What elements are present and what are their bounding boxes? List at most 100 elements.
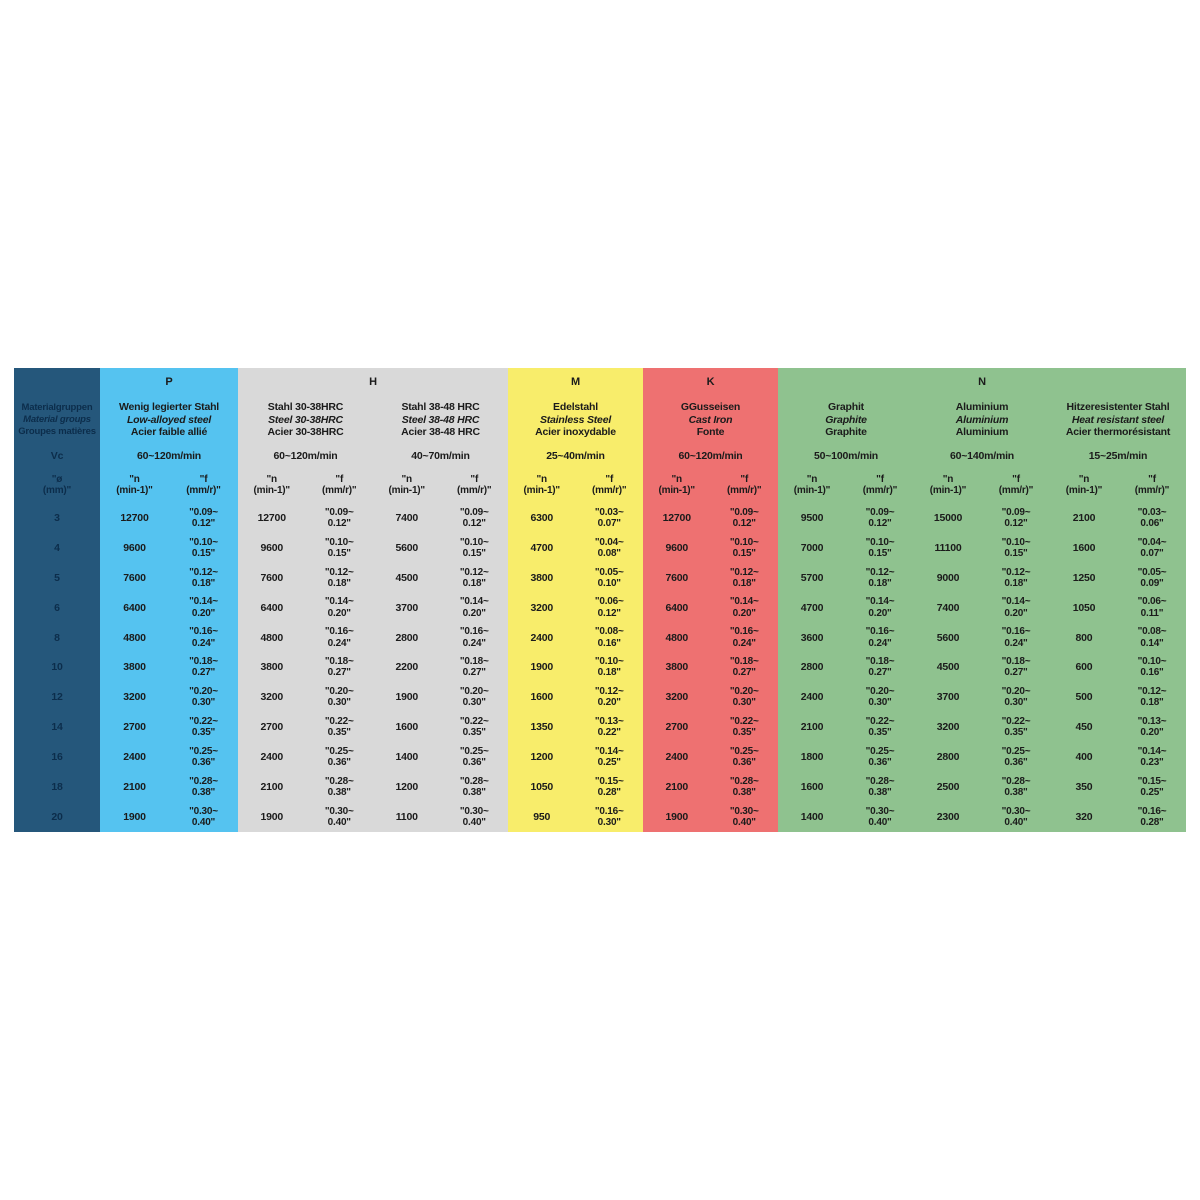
f-value-line1: "0.14~ <box>865 596 895 608</box>
n-value: 2100 <box>260 781 284 794</box>
f-value: "0.09~ 0.12" <box>711 503 779 533</box>
f-value-line2: 0.12" <box>597 607 621 619</box>
f-value-line1: "0.28~ <box>865 775 895 787</box>
f-value-line2: 0.25" <box>1140 787 1164 799</box>
table-row: 1050 "0.06~ 0.11" <box>1050 593 1186 623</box>
f-value-line2: 0.18" <box>462 577 486 589</box>
n-header-line2: (min-1)" <box>658 485 696 496</box>
f-value-line2: 0.18" <box>1140 697 1164 709</box>
f-value-line1: "0.20~ <box>865 686 895 698</box>
table-row: 2400 "0.25~ 0.36" <box>100 742 238 772</box>
material-group-band: P Wenig legierter Stahl Low-alloyed stee… <box>100 368 238 832</box>
f-value: "0.22~ 0.35" <box>306 712 374 742</box>
f-value: "0.16~ 0.30" <box>576 802 644 832</box>
f-value-line2: 0.18" <box>191 577 216 589</box>
f-value: "0.25~ 0.36" <box>169 742 238 772</box>
group-body: Wenig legierter Stahl Low-alloyed steel … <box>100 395 238 832</box>
f-header-line2: (mm/r)" <box>727 485 762 496</box>
group-letter: N <box>978 375 986 388</box>
f-value-line1: "0.09~ <box>459 506 489 518</box>
table-row: 2400 "0.25~ 0.36" <box>643 742 778 772</box>
table-row: 9500 "0.09~ 0.12" <box>778 503 914 533</box>
n-value: 1400 <box>800 811 824 824</box>
f-value-line2: 0.11" <box>1140 607 1164 619</box>
vc-value: 25~40m/min <box>546 450 605 462</box>
f-value-line1: "0.12~ <box>459 566 489 578</box>
group-letter: K <box>706 375 715 388</box>
n-value: 3700 <box>936 691 960 704</box>
table-row: 2500 "0.28~ 0.38" <box>914 772 1050 802</box>
f-value-line2: 0.27" <box>868 667 892 679</box>
f-value-line2: 0.18" <box>868 577 892 589</box>
f-value-line1: "0.22~ <box>729 716 759 728</box>
nf-subheader: "n (min-1)" "f (mm/r)" <box>238 467 373 503</box>
f-value-line2: 0.40" <box>732 817 756 829</box>
table-row: 3800 "0.18~ 0.27" <box>643 653 778 683</box>
n-value: 4800 <box>123 631 146 644</box>
f-value: "0.09~ 0.12" <box>846 503 914 533</box>
f-value-line1: "0.04~ <box>594 536 624 548</box>
n-header: "n (min-1)" <box>100 467 169 503</box>
f-value: "0.30~ 0.40" <box>306 802 374 832</box>
f-value-line2: 0.36" <box>1004 757 1028 769</box>
table-row: 2100 "0.28~ 0.38" <box>100 772 238 802</box>
vc-value: 60~120m/min <box>678 450 743 462</box>
table-row: 2100 "0.03~ 0.06" <box>1050 503 1186 533</box>
f-value: "0.10~ 0.15" <box>846 533 914 563</box>
f-value-line2: 0.35" <box>732 727 756 739</box>
material-groups-title-de: Materialgruppen <box>21 402 93 414</box>
f-header-line1: "f <box>740 473 749 485</box>
n-value: 1050 <box>530 781 554 794</box>
f-value-line1: "0.05~ <box>1137 566 1167 578</box>
f-value: "0.13~ 0.20" <box>1118 712 1186 742</box>
f-value: "0.30~ 0.40" <box>441 802 509 832</box>
f-value-line2: 0.40" <box>868 817 892 829</box>
f-value-line2: 0.07" <box>1140 547 1164 559</box>
material-name-de: Graphit <box>828 400 864 413</box>
table-row: 3200 "0.20~ 0.30" <box>238 682 373 712</box>
material-group-band: H Stahl 30-38HRC Steel 30-38HRC Acier 30… <box>238 368 508 832</box>
f-header: "f (mm/r)" <box>169 467 238 503</box>
f-value-line1: "0.28~ <box>1001 775 1031 787</box>
f-header-line1: "f <box>199 473 208 485</box>
f-value: "0.30~ 0.40" <box>169 802 238 832</box>
f-value-line2: 0.12" <box>327 517 351 529</box>
f-value: "0.14~ 0.20" <box>846 593 914 623</box>
f-value-line1: "0.18~ <box>729 656 759 668</box>
f-value: "0.05~ 0.09" <box>1118 563 1186 593</box>
material-group-band: N Graphit Graphite Graphite 50~100m/min … <box>778 368 1186 832</box>
f-value: "0.28~ 0.38" <box>982 772 1050 802</box>
table-row: 2400 "0.20~ 0.30" <box>778 682 914 712</box>
f-value: "0.12~ 0.18" <box>982 563 1050 593</box>
n-header-line2: (min-1)" <box>116 485 153 496</box>
f-value-line2: 0.15" <box>462 547 486 559</box>
material-name-en: Aluminium <box>955 413 1009 426</box>
f-header-line2: (mm/r)" <box>1134 485 1170 496</box>
n-value: 1600 <box>530 691 554 704</box>
f-value: "0.04~ 0.08" <box>576 533 644 563</box>
material-groups-title: Materialgruppen Material groups Groupes … <box>14 395 100 445</box>
table-row: 7000 "0.10~ 0.15" <box>778 533 914 563</box>
group-body: Edelstahl Stainless Steel Acier inoxydab… <box>508 395 643 832</box>
f-value-line2: 0.22" <box>597 727 621 739</box>
n-value: 15000 <box>933 511 963 524</box>
f-value: "0.30~ 0.40" <box>846 802 914 832</box>
f-value-line2: 0.18" <box>597 667 621 679</box>
f-value-line2: 0.10" <box>597 577 621 589</box>
n-value: 1200 <box>530 751 554 764</box>
nf-subheader: "n (min-1)" "f (mm/r)" <box>914 467 1050 503</box>
n-value: 7600 <box>260 571 284 584</box>
f-header: "f (mm/r)" <box>576 467 644 503</box>
f-value-line2: 0.20" <box>868 607 892 619</box>
n-value: 3200 <box>260 691 284 704</box>
n-value: 2700 <box>123 721 146 734</box>
table-row: 2700 "0.22~ 0.35" <box>238 712 373 742</box>
table-row: 2100 "0.28~ 0.38" <box>643 772 778 802</box>
table-row: 950 "0.16~ 0.30" <box>508 802 643 832</box>
material-groups-title-en: Material groups <box>23 414 91 426</box>
f-value-line1: "0.10~ <box>324 536 354 548</box>
n-header-line1: "n <box>806 473 818 485</box>
f-value-line1: "0.30~ <box>865 805 895 817</box>
f-value-line1: "0.10~ <box>1001 536 1031 548</box>
f-header: "f (mm/r)" <box>711 467 779 503</box>
